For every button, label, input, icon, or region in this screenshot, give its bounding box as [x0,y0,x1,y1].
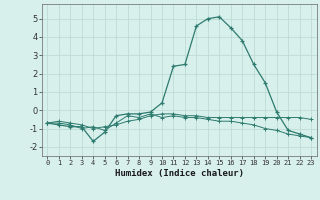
X-axis label: Humidex (Indice chaleur): Humidex (Indice chaleur) [115,169,244,178]
